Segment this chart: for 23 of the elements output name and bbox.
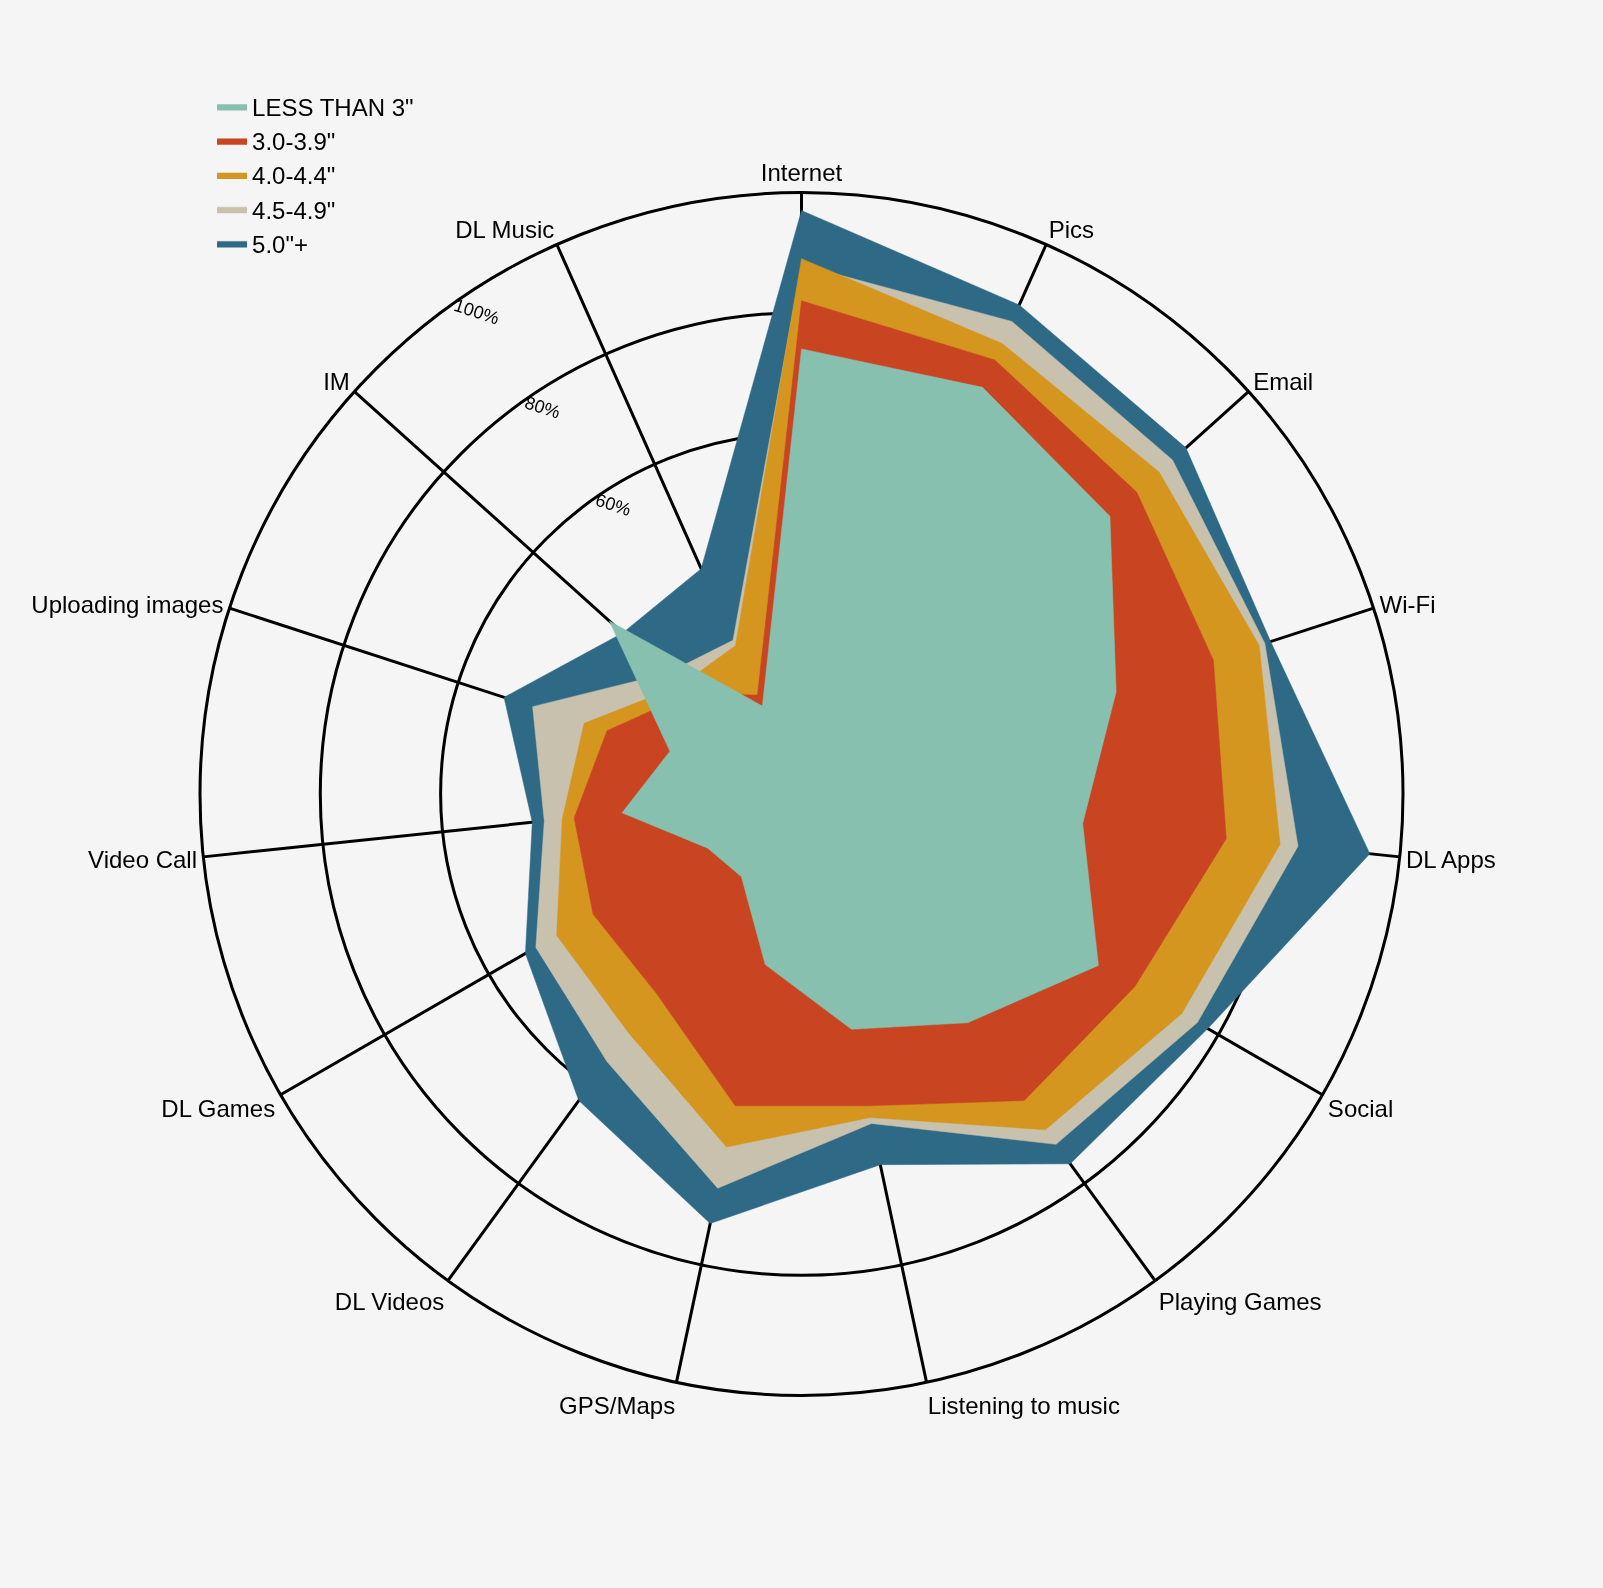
spoke-label: Pics	[1048, 215, 1095, 243]
legend-label: LESS THAN 3"	[252, 93, 414, 121]
spoke-label: Internet	[760, 159, 843, 187]
y-tick-label: 80%	[522, 392, 563, 423]
legend-label: 5.0"+	[252, 230, 308, 258]
spoke-label: DL Apps	[1405, 846, 1496, 874]
legend-label: 4.5-4.9"	[252, 196, 336, 224]
spoke-label: GPS/Maps	[559, 1391, 676, 1419]
spoke-label: Playing Games	[1158, 1288, 1322, 1316]
spoke-label: Email	[1253, 368, 1314, 396]
y-tick-label: 100%	[451, 295, 502, 329]
legend-label: 4.0-4.4"	[252, 162, 336, 190]
spoke-label: DL Music	[455, 215, 555, 243]
legend-label: 3.0-3.9"	[252, 128, 336, 156]
spoke-label: DL Videos	[334, 1288, 445, 1316]
spoke-label: Wi-Fi	[1379, 590, 1436, 618]
spoke-label: Listening to music	[927, 1391, 1120, 1419]
spoke-label: Video Call	[88, 846, 198, 874]
y-tick-label: 60%	[593, 489, 634, 520]
spoke-label: DL Games	[161, 1095, 276, 1123]
spoke-label: Uploading images	[31, 590, 224, 618]
spoke-label: IM	[323, 368, 350, 396]
spoke-label: Social	[1327, 1095, 1394, 1123]
